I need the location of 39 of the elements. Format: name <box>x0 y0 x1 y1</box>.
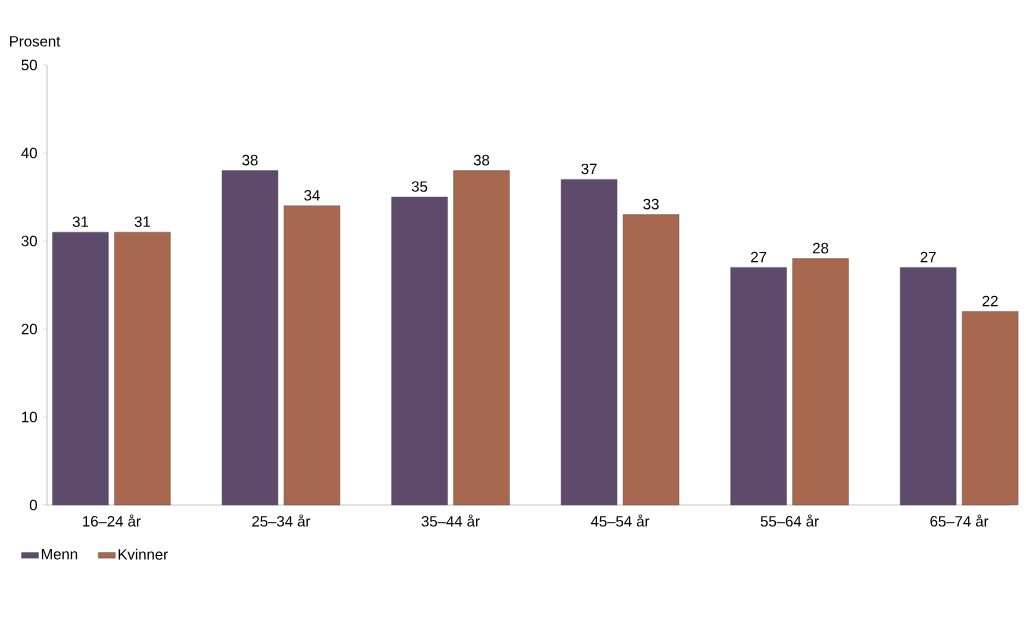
bar <box>622 214 680 506</box>
bar <box>114 232 171 506</box>
data-label: 27 <box>751 251 767 263</box>
data-label: 35 <box>411 181 428 192</box>
data-label: 38 <box>242 154 258 166</box>
data-label: 38 <box>473 154 490 166</box>
bar <box>961 311 1019 506</box>
bar <box>730 267 787 506</box>
y-tick-label: 10 <box>22 411 37 423</box>
data-label: 31 <box>134 216 150 228</box>
bar <box>283 205 341 506</box>
data-label: 37 <box>581 163 597 175</box>
legend-label: Kvinner <box>118 548 168 560</box>
bar <box>560 179 618 506</box>
y-axis-title: Prosent <box>10 36 61 47</box>
y-tick-label: 40 <box>21 147 37 159</box>
x-tick-label: 25–34 år <box>252 514 311 527</box>
bar <box>52 232 109 506</box>
x-tick-label: 16–24 år <box>83 514 141 527</box>
data-label: 34 <box>304 190 320 201</box>
y-tick-label: 50 <box>21 59 37 71</box>
y-tick-label: 0 <box>29 499 37 511</box>
data-label: 28 <box>813 242 829 254</box>
legend-label: Menn <box>41 549 78 560</box>
data-label: 31 <box>72 216 89 228</box>
x-tick-label: 35–44 år <box>421 514 480 527</box>
bar <box>792 258 849 506</box>
data-label: 22 <box>982 295 998 307</box>
data-label: 27 <box>920 251 936 263</box>
bar <box>900 267 957 506</box>
data-label: 33 <box>643 198 659 210</box>
y-tick-label: 20 <box>21 323 37 335</box>
bar <box>391 196 448 506</box>
x-tick-label: 65–74 år <box>930 514 989 527</box>
bar <box>221 170 279 506</box>
y-tick-label: 30 <box>21 235 37 247</box>
bar <box>453 170 510 506</box>
x-tick-label: 45–54 år <box>590 514 650 527</box>
x-tick-label: 55–64 år <box>760 514 819 527</box>
